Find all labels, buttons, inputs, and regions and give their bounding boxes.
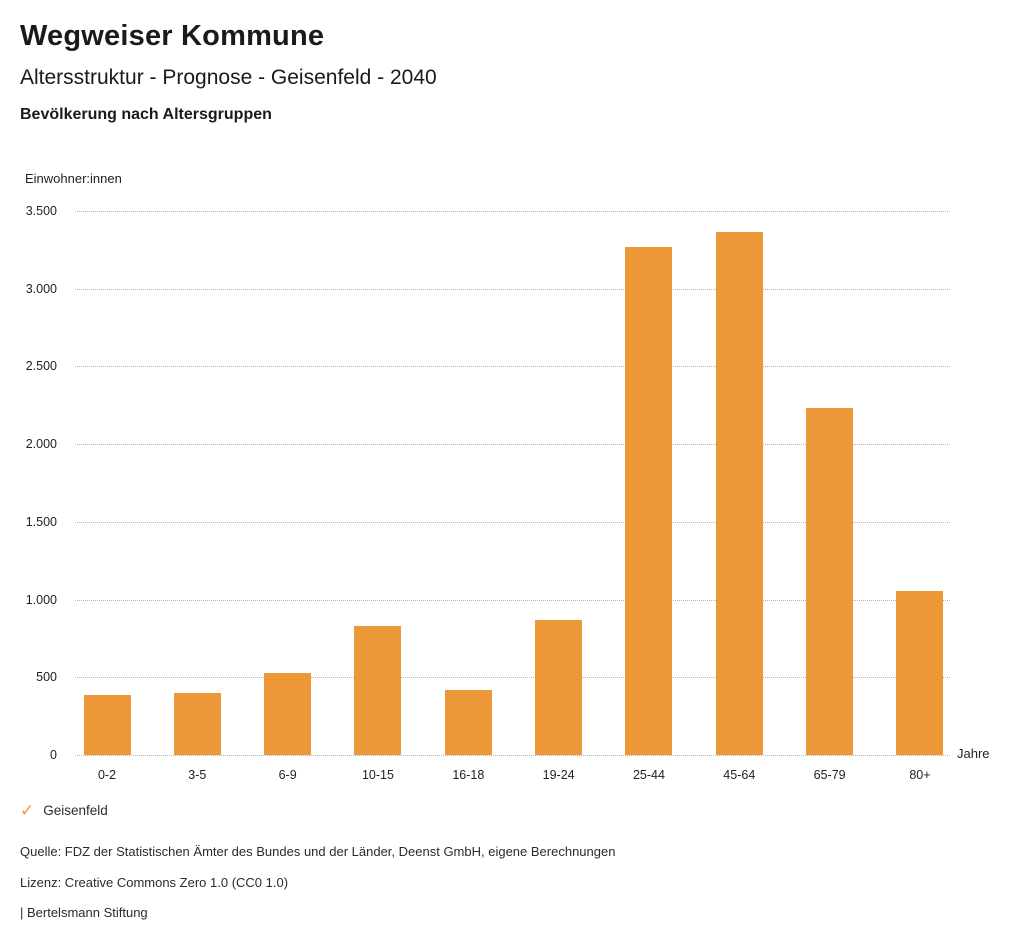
bar-65-79 bbox=[806, 408, 854, 755]
x-tick-label-10-15: 10-15 bbox=[361, 768, 394, 782]
section-title: Bevölkerung nach Altersgruppen bbox=[20, 106, 272, 123]
y-tick-label: 500 bbox=[36, 670, 57, 685]
x-axis-unit-label: Jahre bbox=[957, 746, 990, 761]
x-tick-label-80+: 80+ bbox=[909, 768, 931, 782]
y-tick-label: 2.500 bbox=[25, 359, 57, 374]
gridline-500 bbox=[75, 677, 950, 679]
gridline-2.500 bbox=[75, 366, 950, 368]
x-tick-label-0-2: 0-2 bbox=[97, 768, 117, 782]
footer-attribution: | Bertelsmann Stiftung bbox=[20, 905, 148, 920]
page-title: Wegweiser Kommune bbox=[20, 20, 325, 52]
x-tick-label-6-9: 6-9 bbox=[278, 768, 297, 782]
gridline-2.000 bbox=[75, 444, 950, 446]
legend-label: Geisenfeld bbox=[43, 803, 108, 818]
x-tick-label-45-64: 45-64 bbox=[723, 768, 756, 782]
chart-subtitle: Altersstruktur - Prognose - Geisenfeld -… bbox=[20, 66, 437, 89]
bar-10-15 bbox=[354, 626, 402, 755]
footer-source: Quelle: FDZ der Statistischen Ämter des … bbox=[20, 844, 616, 859]
gridline-1.000 bbox=[75, 599, 950, 601]
gridline-1.500 bbox=[75, 521, 950, 523]
x-tick-label-16-18: 16-18 bbox=[452, 768, 485, 782]
x-tick-label-65-79: 65-79 bbox=[813, 768, 846, 782]
bar-19-24 bbox=[535, 619, 583, 755]
bar-80+ bbox=[896, 591, 944, 755]
gridline-3.000 bbox=[75, 288, 950, 290]
gridline-0 bbox=[75, 755, 950, 756]
footer-license: Lizenz: Creative Commons Zero 1.0 (CC0 1… bbox=[20, 875, 289, 890]
y-tick-label: 3.500 bbox=[25, 204, 57, 218]
bar-0-2 bbox=[83, 695, 131, 755]
gridline-3.500 bbox=[75, 211, 950, 212]
y-tick-label: 2.000 bbox=[25, 437, 57, 452]
y-axis-title: Einwohner:innen bbox=[25, 171, 122, 186]
y-axis-tick-labels: 0 500 1.000 1.500 2.000 2.500 3.000 3.500 bbox=[0, 204, 57, 762]
bar-45-64 bbox=[715, 231, 763, 755]
x-tick-label-25-44: 25-44 bbox=[632, 768, 665, 782]
bar-chart-plot-area: 0-2 3-5 6-9 10-15 16-18 19-24 25-44 45-64 65-79 8… bbox=[75, 211, 950, 782]
y-tick-label: 1.000 bbox=[25, 592, 57, 607]
y-tick-label: 3.000 bbox=[25, 281, 57, 296]
x-tick-label-3-5: 3-5 bbox=[188, 768, 207, 782]
y-tick-label: 0 bbox=[50, 748, 57, 762]
legend-check-icon: ✓ bbox=[20, 801, 35, 820]
bar-16-18 bbox=[444, 689, 492, 755]
bar-6-9 bbox=[264, 672, 312, 755]
bar-25-44 bbox=[625, 246, 673, 755]
y-tick-label: 1.500 bbox=[25, 514, 57, 529]
x-tick-label-19-24: 19-24 bbox=[542, 768, 575, 782]
legend-item-geisenfeld[interactable]: ✓ Geisenfeld bbox=[20, 802, 108, 819]
bar-3-5 bbox=[173, 692, 221, 755]
